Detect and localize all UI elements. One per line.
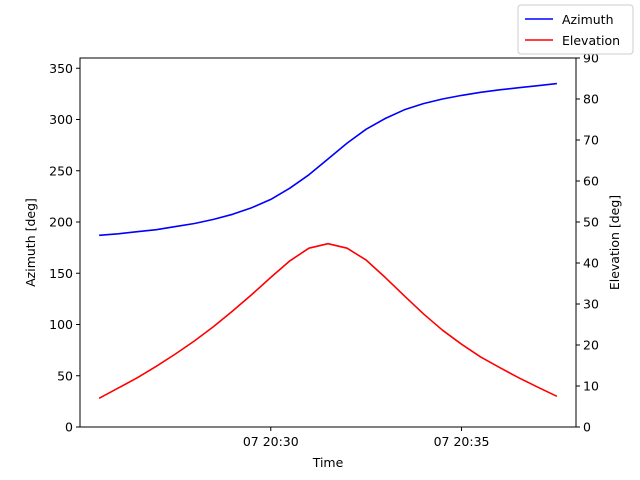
right-tick-label: 60 (583, 174, 599, 189)
x-axis-label: Time (312, 455, 344, 470)
legend: Azimuth Elevation (517, 4, 634, 55)
left-tick-label: 250 (49, 163, 73, 178)
legend-box (517, 4, 634, 55)
right-y-axis-label: Elevation [deg] (607, 195, 622, 290)
right-tick-label: 20 (583, 338, 599, 353)
legend-label-azimuth: Azimuth (562, 12, 614, 27)
series-line-elevation (98, 242, 558, 400)
plot-lines (98, 82, 558, 400)
x-tick-label: 07 20:30 (243, 434, 299, 449)
legend-label-elevation: Elevation (562, 33, 620, 48)
right-tick-label: 0 (583, 420, 591, 435)
left-tick-label: 150 (49, 266, 73, 281)
right-tick-label: 40 (583, 256, 599, 271)
left-y-axis: 0 50 100 150 200 250 300 350 (49, 61, 80, 435)
left-tick-label: 200 (49, 215, 73, 230)
left-tick-label: 50 (57, 368, 73, 383)
right-tick-label: 70 (583, 133, 599, 148)
right-tick-label: 50 (583, 215, 599, 230)
x-axis: 07 20:30 07 20:35 (243, 427, 490, 449)
left-y-axis-label: Azimuth [deg] (23, 198, 38, 287)
left-tick-label: 300 (49, 112, 73, 127)
x-tick-label: 07 20:35 (434, 434, 490, 449)
right-tick-label: 80 (583, 92, 599, 107)
left-tick-label: 0 (65, 420, 73, 435)
left-tick-label: 350 (49, 61, 73, 76)
left-tick-label: 100 (49, 317, 73, 332)
plot-frame (79, 57, 577, 428)
series-line-azimuth (99, 82, 557, 237)
right-tick-label: 30 (583, 297, 599, 312)
right-tick-label: 10 (583, 379, 599, 394)
